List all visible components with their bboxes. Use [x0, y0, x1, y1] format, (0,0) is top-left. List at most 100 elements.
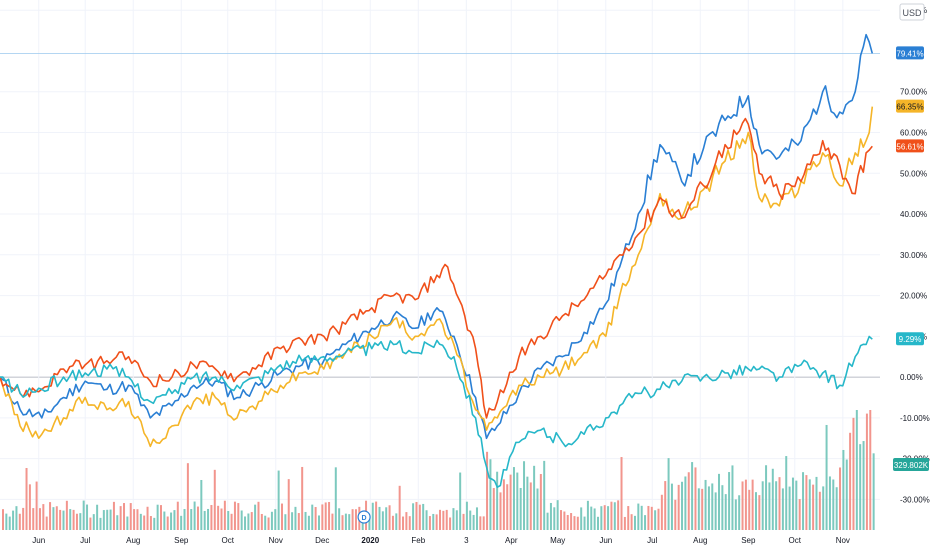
- volume-bar: [603, 505, 606, 530]
- y-tick-label: -30.00%: [900, 495, 930, 504]
- volume-bar: [435, 514, 438, 530]
- volume-bar: [775, 481, 778, 530]
- y-tick-label: 70.00%: [900, 88, 927, 97]
- volume-bar: [65, 500, 68, 530]
- volume-bar: [499, 492, 502, 530]
- volume-bar: [227, 510, 230, 530]
- volume-bar: [576, 516, 579, 530]
- volume-bar: [754, 492, 757, 530]
- volume-bar: [607, 506, 610, 530]
- volume-bar: [842, 449, 845, 530]
- volume-bar: [49, 502, 52, 530]
- volume-bar: [506, 484, 509, 530]
- volume-bar: [260, 513, 263, 530]
- series-line-1: [0, 106, 874, 448]
- volume-bar: [297, 513, 300, 530]
- volume-bar: [8, 516, 11, 530]
- volume-bar: [116, 515, 119, 530]
- series-line-0: [0, 33, 874, 440]
- volume-bar: [254, 504, 257, 530]
- volume-bar: [146, 506, 149, 530]
- volume-bar: [220, 508, 223, 530]
- volume-bar: [442, 510, 445, 530]
- volume-bar: [835, 487, 838, 530]
- volume-bar: [183, 509, 186, 530]
- volume-bar: [644, 515, 647, 530]
- volume-bar: [768, 482, 771, 530]
- volume-bar: [785, 456, 788, 530]
- volume-bar: [590, 506, 593, 530]
- volume-bar: [291, 512, 294, 530]
- volume-bar: [600, 506, 603, 530]
- x-tick-label: Aug: [693, 536, 707, 545]
- volume-bar: [728, 472, 731, 530]
- volume-bar: [395, 513, 398, 530]
- volume-bar: [368, 517, 371, 530]
- y-tick-label: -10.00%: [900, 414, 930, 423]
- time-scale[interactable]: Jun Jul Aug Sep Oct Nov Dec 2020 Feb 3 Apr May Jun Ju…: [32, 536, 850, 545]
- volume-bar: [344, 513, 347, 530]
- y-tick-label: 40.00%: [900, 210, 927, 219]
- volume-bar: [106, 509, 109, 530]
- volume-bar: [546, 512, 549, 530]
- volume-bar: [852, 417, 855, 530]
- volume-bar: [654, 510, 657, 530]
- volume-bar: [186, 463, 189, 530]
- volume-bar: [627, 506, 630, 530]
- volume-bar: [22, 507, 25, 530]
- volume-bar: [119, 506, 122, 530]
- volume-bar: [771, 468, 774, 530]
- volume-bar: [398, 485, 401, 530]
- series-line-2: [0, 117, 873, 419]
- volume-bar: [664, 481, 667, 530]
- last-value-text: 79.41%: [896, 49, 923, 58]
- volume-bar: [301, 466, 304, 530]
- volume-bar: [496, 471, 499, 530]
- y-tick-label: 60.00%: [900, 129, 927, 138]
- x-tick-label: Aug: [126, 536, 140, 545]
- volume-bar: [96, 504, 99, 530]
- volume-bar: [492, 488, 495, 530]
- volume-bar: [519, 487, 522, 530]
- volume-bar: [233, 501, 236, 530]
- last-value-badge: [896, 46, 924, 60]
- volume-bar: [307, 515, 310, 530]
- volume-bar: [170, 512, 173, 530]
- volume-bar: [2, 509, 4, 530]
- volume-bar: [707, 486, 710, 530]
- dividend-marker-label: D: [362, 515, 367, 522]
- volume-bar: [5, 513, 8, 530]
- price-scale[interactable]: 90.00%70.00%60.00%50.00%40.00%30.00%20.0…: [900, 6, 930, 504]
- currency-label: USD: [902, 8, 922, 18]
- last-value-badge: [896, 139, 924, 153]
- x-tick-label: Dec: [315, 536, 329, 545]
- volume-bar: [761, 481, 764, 530]
- x-tick-label: Jul: [647, 536, 657, 545]
- last-value-text: 56.61%: [896, 142, 923, 151]
- volume-bar: [516, 472, 519, 530]
- y-tick-label: 30.00%: [900, 251, 927, 260]
- x-tick-label: Oct: [222, 536, 235, 545]
- volume-bar: [391, 515, 394, 530]
- volume-bar: [465, 501, 468, 530]
- volume-bar: [180, 515, 183, 530]
- volume-bar: [18, 513, 21, 530]
- volume-bar: [425, 510, 428, 530]
- volume-bar: [123, 503, 126, 530]
- volume-bar: [15, 506, 18, 530]
- volume-bar: [294, 506, 297, 530]
- volume-bar: [512, 467, 515, 530]
- volume-bar: [738, 495, 741, 530]
- dividend-marker-circle: [357, 510, 371, 524]
- x-tick-label: Jun: [32, 536, 45, 545]
- currency-box[interactable]: USD: [899, 3, 925, 21]
- volume-bar: [718, 473, 721, 530]
- volume-bar: [341, 515, 344, 530]
- volume-bar: [805, 475, 808, 530]
- event-marker[interactable]: D: [357, 510, 371, 524]
- x-tick-label: Sep: [174, 536, 189, 545]
- volume-bar: [338, 508, 341, 530]
- volume-bar: [694, 467, 697, 530]
